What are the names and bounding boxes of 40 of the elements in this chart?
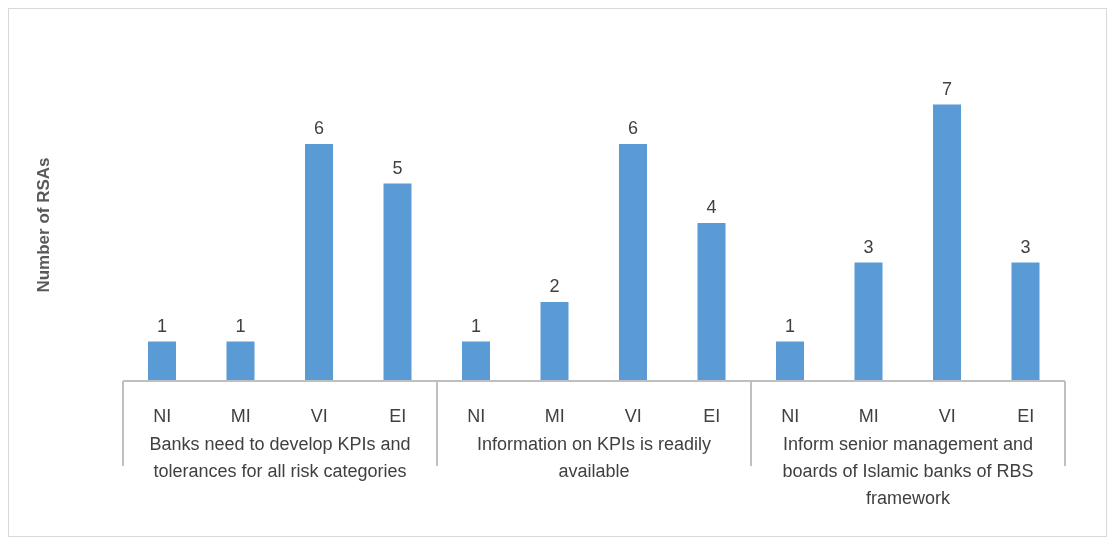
- data-label: 5: [392, 157, 403, 178]
- bar: [1011, 262, 1040, 381]
- x-tick-label: EI: [389, 405, 407, 426]
- data-label: 1: [235, 315, 246, 336]
- x-tick-label: VI: [938, 405, 956, 426]
- data-label: 6: [627, 118, 639, 139]
- text: Inform senior management and boards of Islamic banks of RBS framework: [781, 433, 1035, 510]
- x-tick-label: MI: [544, 405, 565, 426]
- x-tick-label: EI: [1017, 405, 1035, 426]
- data-label: 1: [470, 315, 482, 336]
- bar: [226, 341, 255, 381]
- bar: [383, 183, 412, 381]
- x-tick-label: VI: [310, 405, 328, 426]
- data-label: 7: [941, 78, 953, 99]
- bar: [619, 144, 647, 381]
- y-axis-title: Number of RSAs: [34, 157, 54, 293]
- x-tick-label: NI: [467, 405, 486, 426]
- x-tick-label: NI: [781, 405, 800, 426]
- bar: [697, 223, 726, 381]
- bar: [148, 341, 176, 381]
- data-label: 3: [863, 236, 874, 257]
- bar: [462, 341, 490, 381]
- bar: [305, 144, 333, 381]
- x-tick-label: EI: [703, 405, 721, 426]
- x-tick-label: MI: [230, 405, 251, 426]
- data-label: 1: [784, 315, 796, 336]
- bar: [933, 104, 961, 381]
- x-tick-label: VI: [624, 405, 642, 426]
- bar: [854, 262, 883, 381]
- data-label: 2: [549, 276, 560, 297]
- x-tick-label: MI: [858, 405, 879, 426]
- data-label: 6: [313, 118, 325, 139]
- data-label: 4: [706, 197, 717, 218]
- x-tick-label: NI: [153, 405, 172, 426]
- text: Information on KPIs is readily available: [475, 433, 713, 483]
- data-label: 1: [156, 315, 168, 336]
- bar: [776, 341, 804, 381]
- text: Banks need to develop KPIs and tolerances for all risk categories: [148, 433, 412, 483]
- data-label: 3: [1020, 236, 1031, 257]
- bar: [540, 302, 569, 381]
